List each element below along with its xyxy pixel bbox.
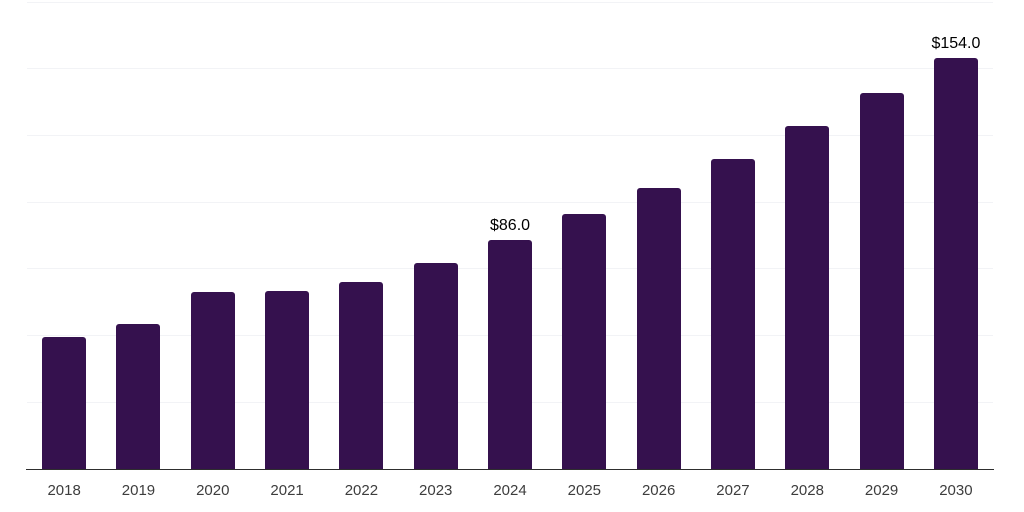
x-axis-tick-label-2029: 2029 xyxy=(864,482,899,499)
bar-slot-2025 xyxy=(547,2,621,469)
bar-slot-2028 xyxy=(770,2,844,469)
x-axis-tick-label-2022: 2022 xyxy=(344,482,379,499)
bar-2026[interactable] xyxy=(636,187,681,469)
bar-value-label-2024: $86.0 xyxy=(490,216,531,234)
x-axis-tick-label-2026: 2026 xyxy=(641,482,676,499)
bar-2021[interactable] xyxy=(265,291,310,469)
bar-2019[interactable] xyxy=(116,324,161,469)
bar-slot-2021 xyxy=(250,2,324,469)
x-axis-labels: 2018 2019 2020 2021 2022 2023 2024 2025 2026 2027… xyxy=(27,482,993,500)
x-axis-tick-label-2027: 2027 xyxy=(716,482,750,499)
x-axis-tick-label-2028: 2028 xyxy=(790,482,824,499)
bar-slot-2030: $154.0 xyxy=(919,2,993,469)
x-axis-tick-label-2025: 2025 xyxy=(567,482,602,499)
bar-slot-2018 xyxy=(27,2,101,469)
bar-2018[interactable] xyxy=(42,336,87,469)
x-axis-tick-label-2020: 2020 xyxy=(196,482,230,499)
bar-slot-2026 xyxy=(622,2,696,469)
bar-2030[interactable] xyxy=(933,58,978,469)
bar-slot-2019 xyxy=(101,2,175,469)
x-axis-tick-label-2024: 2024 xyxy=(493,482,527,499)
plot-area: $86.0 $154.0 xyxy=(27,2,993,469)
bar-slot-2027 xyxy=(696,2,770,469)
x-axis-tick-label-2023: 2023 xyxy=(419,482,453,499)
bar-2029[interactable] xyxy=(859,93,904,469)
gridline xyxy=(27,68,993,70)
x-axis-tick-label-2019: 2019 xyxy=(121,482,156,499)
x-axis-line xyxy=(26,468,994,470)
bar-2023[interactable] xyxy=(413,262,458,469)
bar-slot-2022 xyxy=(324,2,398,469)
x-axis-tick-label-2021: 2021 xyxy=(270,482,304,499)
bar-slot-2023 xyxy=(399,2,473,469)
gridline xyxy=(27,1,993,3)
bar-2020[interactable] xyxy=(190,292,235,469)
x-axis-tick-label-2030: 2030 xyxy=(939,482,973,499)
bar-2024[interactable] xyxy=(488,239,533,469)
gridline xyxy=(27,201,993,203)
x-axis-tick-label-2018: 2018 xyxy=(47,482,81,499)
bar-2028[interactable] xyxy=(785,126,830,469)
gridline xyxy=(27,134,993,136)
bar-slot-2024: $86.0 xyxy=(473,2,547,469)
bar-2027[interactable] xyxy=(710,158,755,469)
bar-2022[interactable] xyxy=(339,281,384,469)
bar-value-label-2030: $154.0 xyxy=(931,35,981,53)
bar-slot-2029 xyxy=(844,2,918,469)
bar-2025[interactable] xyxy=(562,213,607,469)
bar-slot-2020 xyxy=(176,2,250,469)
